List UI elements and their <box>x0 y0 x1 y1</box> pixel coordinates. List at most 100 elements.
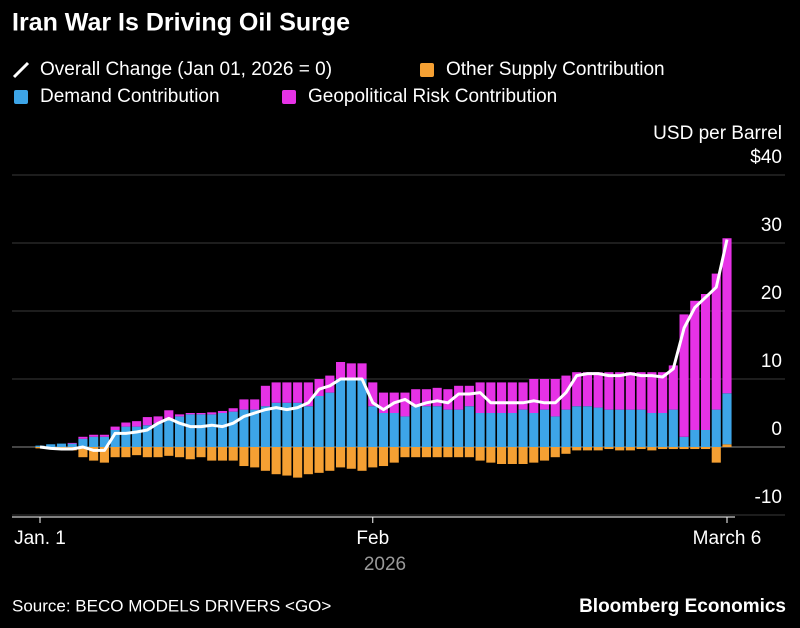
legend-label: Geopolitical Risk Contribution <box>308 86 557 107</box>
bar <box>604 447 614 450</box>
bar <box>582 372 593 407</box>
bar <box>153 423 163 447</box>
y-tick-label: $40 <box>750 147 782 168</box>
legend-swatch <box>420 63 434 77</box>
bar <box>464 406 474 447</box>
bar <box>647 372 657 413</box>
bar <box>711 447 721 463</box>
bar <box>604 372 614 410</box>
bar <box>668 409 678 447</box>
bar <box>432 447 442 458</box>
bar <box>228 447 238 461</box>
bar <box>228 408 238 412</box>
x-axis-label: 2026 <box>364 554 406 575</box>
bar <box>164 447 174 456</box>
y-tick-label: 10 <box>761 351 782 372</box>
bar <box>690 430 700 447</box>
bar <box>497 413 507 447</box>
bar <box>282 447 292 476</box>
bar <box>454 385 464 410</box>
bar <box>207 447 217 461</box>
bar <box>400 392 410 417</box>
bar <box>196 413 206 415</box>
bar <box>325 392 335 447</box>
bar <box>35 445 45 447</box>
bar <box>561 409 571 447</box>
bar <box>550 447 560 458</box>
bar <box>314 447 324 473</box>
bar <box>132 426 142 447</box>
bar <box>357 379 367 447</box>
bar <box>185 414 195 447</box>
bar <box>303 382 313 407</box>
bar <box>711 273 721 410</box>
bar <box>561 447 571 454</box>
bar <box>658 447 668 450</box>
bar <box>207 412 217 415</box>
bar <box>164 410 174 420</box>
bar <box>475 413 485 447</box>
bar <box>260 406 270 447</box>
bar <box>378 447 389 467</box>
bar <box>421 447 431 458</box>
bar <box>303 447 313 475</box>
bar <box>250 447 260 468</box>
bar <box>411 406 421 447</box>
bar <box>239 409 249 447</box>
bar <box>443 447 453 458</box>
bar <box>722 444 732 447</box>
bar <box>336 447 346 468</box>
bar <box>217 413 228 447</box>
bar <box>174 416 185 447</box>
brand: Bloomberg Economics <box>579 596 786 617</box>
bar <box>228 411 238 447</box>
bar <box>239 447 249 467</box>
bar <box>497 447 507 464</box>
bar <box>153 447 163 458</box>
bar <box>325 447 335 471</box>
bar <box>142 417 152 426</box>
bar <box>668 447 678 450</box>
legend-label: Overall Change (Jan 01, 2026 = 0) <box>40 59 332 80</box>
bar <box>518 382 528 410</box>
bar <box>421 389 431 407</box>
x-tick-label: Jan. 1 <box>14 528 66 549</box>
bar <box>121 447 131 458</box>
bar <box>486 413 496 447</box>
bar <box>67 443 77 447</box>
bar <box>78 438 88 447</box>
bar <box>486 382 496 413</box>
bar <box>658 413 668 447</box>
legend-swatch <box>14 90 28 104</box>
bar <box>239 399 249 410</box>
bar <box>722 238 732 394</box>
bar <box>89 436 99 447</box>
bar <box>636 372 646 410</box>
bar <box>615 447 625 451</box>
bar <box>378 392 389 413</box>
bar <box>99 447 109 463</box>
x-tick-label: Feb <box>356 528 389 549</box>
bar <box>271 402 281 447</box>
bar <box>132 421 142 427</box>
bar <box>357 363 367 379</box>
bar <box>625 447 635 451</box>
bar <box>346 447 356 469</box>
bar <box>421 406 431 447</box>
bar <box>110 430 120 447</box>
bar <box>217 447 228 461</box>
bar <box>572 447 582 451</box>
bar <box>368 382 378 407</box>
bar <box>132 447 142 456</box>
bar <box>593 407 603 447</box>
bar <box>507 382 517 413</box>
bar <box>368 447 378 468</box>
bar <box>700 294 711 430</box>
bar <box>507 413 517 447</box>
bar <box>572 406 582 447</box>
bar <box>196 414 206 447</box>
bar <box>668 365 678 410</box>
bar <box>700 430 711 447</box>
bar <box>142 447 152 458</box>
bar <box>539 447 550 461</box>
